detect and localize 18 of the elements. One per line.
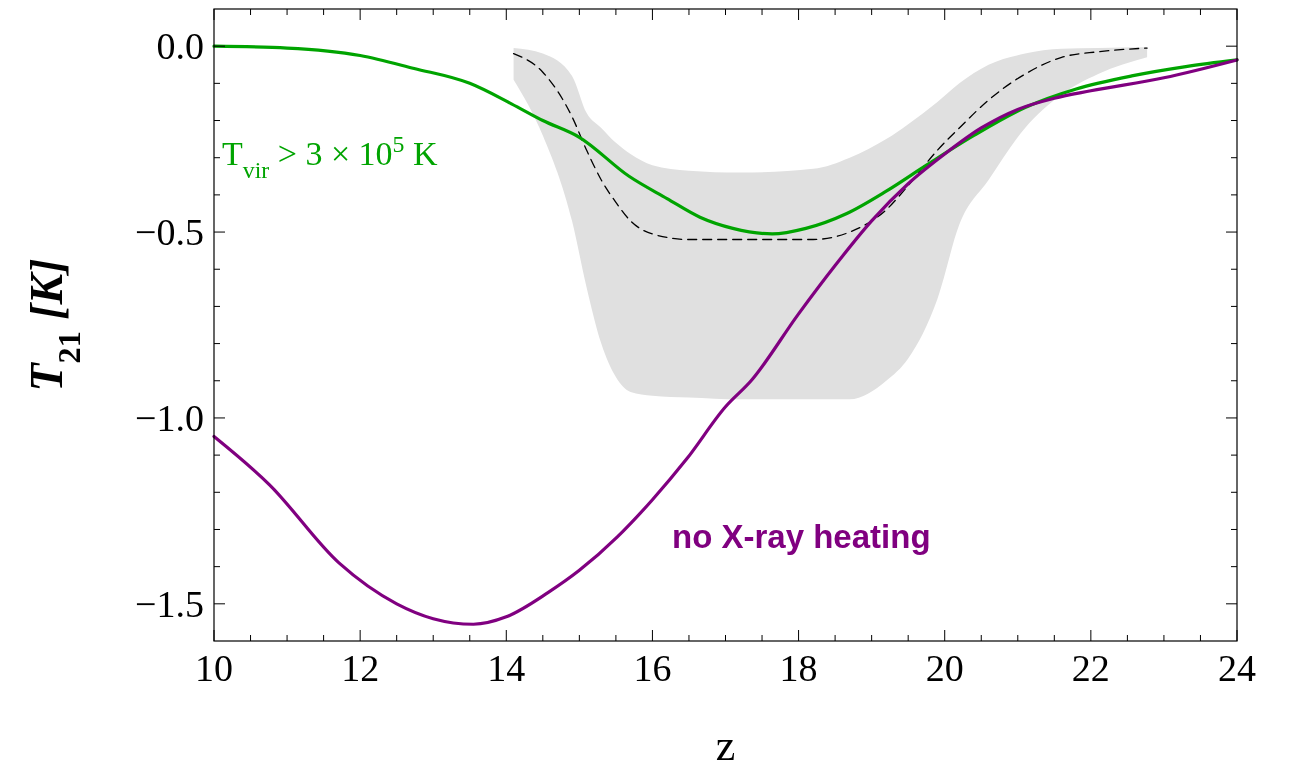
y-tick-label: −1.5 [135, 583, 204, 626]
x-tick-label: 16 [633, 647, 672, 689]
line-series [512, 47, 1148, 241]
x-tick-label: 12 [341, 647, 380, 689]
x-tick-label: 18 [779, 647, 818, 689]
x-tick-label: 24 [1218, 647, 1256, 689]
series-label: no X-ray heating [672, 518, 931, 555]
x-tick-label: 20 [925, 647, 964, 689]
y-tick-label: −0.5 [135, 211, 204, 254]
x-axis-title: z [715, 721, 736, 770]
line-series [212, 44, 1239, 236]
y-tick-label: 0.0 [156, 25, 204, 68]
x-tick-label: 22 [1071, 647, 1110, 689]
line-series [212, 58, 1239, 626]
x-tick-label: 14 [487, 647, 526, 689]
x-tick-label: 10 [195, 647, 233, 689]
series-label: T$_{vir}$ > 3 × 10$^{5}$ K [222, 131, 438, 183]
y-tick-label: −1.0 [135, 397, 204, 440]
